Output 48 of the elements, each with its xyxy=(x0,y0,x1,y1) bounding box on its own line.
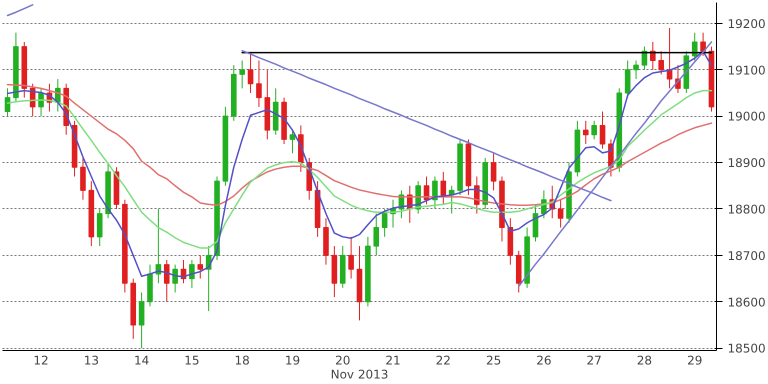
candlestick xyxy=(138,292,144,349)
candlestick xyxy=(80,157,86,200)
y-tick-label: 19100 xyxy=(728,63,766,78)
x-tick-label: 15 xyxy=(184,354,200,368)
candlestick xyxy=(633,60,639,80)
candlestick xyxy=(373,213,380,256)
line-series xyxy=(6,4,34,16)
candlestick xyxy=(164,260,170,302)
x-axis-title: Nov 2013 xyxy=(330,368,388,382)
candlestick xyxy=(248,53,254,94)
candlestick xyxy=(600,111,606,150)
candlestick xyxy=(256,60,262,108)
candlestick xyxy=(38,88,44,117)
x-tick-label: 20 xyxy=(335,354,350,368)
x-tick-label: 26 xyxy=(536,354,552,368)
x-tick-label: 22 xyxy=(436,354,451,368)
candlestick xyxy=(382,208,388,238)
x-tick-label: 19 xyxy=(284,354,300,368)
x-tick-label: 29 xyxy=(687,354,702,368)
candlestick xyxy=(591,120,597,140)
candlestick xyxy=(440,171,446,205)
x-tick-label: 18 xyxy=(234,354,250,368)
x-tick-label: 28 xyxy=(636,354,652,368)
x-tick-label: 27 xyxy=(586,354,602,368)
x-tick-label: 14 xyxy=(134,354,150,368)
x-tick-label: 21 xyxy=(385,354,401,368)
x-tick-label: 13 xyxy=(84,354,99,368)
candlestick xyxy=(490,152,496,191)
y-tick-label: 19200 xyxy=(728,16,766,31)
candlestick xyxy=(582,120,589,145)
candlestick xyxy=(290,130,296,154)
candlestick xyxy=(532,204,538,242)
y-tick-label: 18600 xyxy=(728,295,766,310)
candlestick xyxy=(348,236,354,280)
x-tick-label: 12 xyxy=(33,354,49,368)
candlestick xyxy=(239,60,245,89)
candlestick xyxy=(197,254,204,280)
y-tick-label: 18800 xyxy=(728,202,766,216)
candlestick xyxy=(4,88,10,117)
x-tick-label: 25 xyxy=(486,354,502,368)
candlestick xyxy=(96,208,103,247)
y-tick-label: 19000 xyxy=(728,110,766,124)
candlestick xyxy=(658,50,664,75)
candlestick xyxy=(558,199,564,228)
y-tick-label: 18900 xyxy=(728,156,766,170)
y-tick-label: 18500 xyxy=(728,342,766,356)
y-tick-label: 18700 xyxy=(728,248,766,263)
candlestick xyxy=(424,176,430,205)
